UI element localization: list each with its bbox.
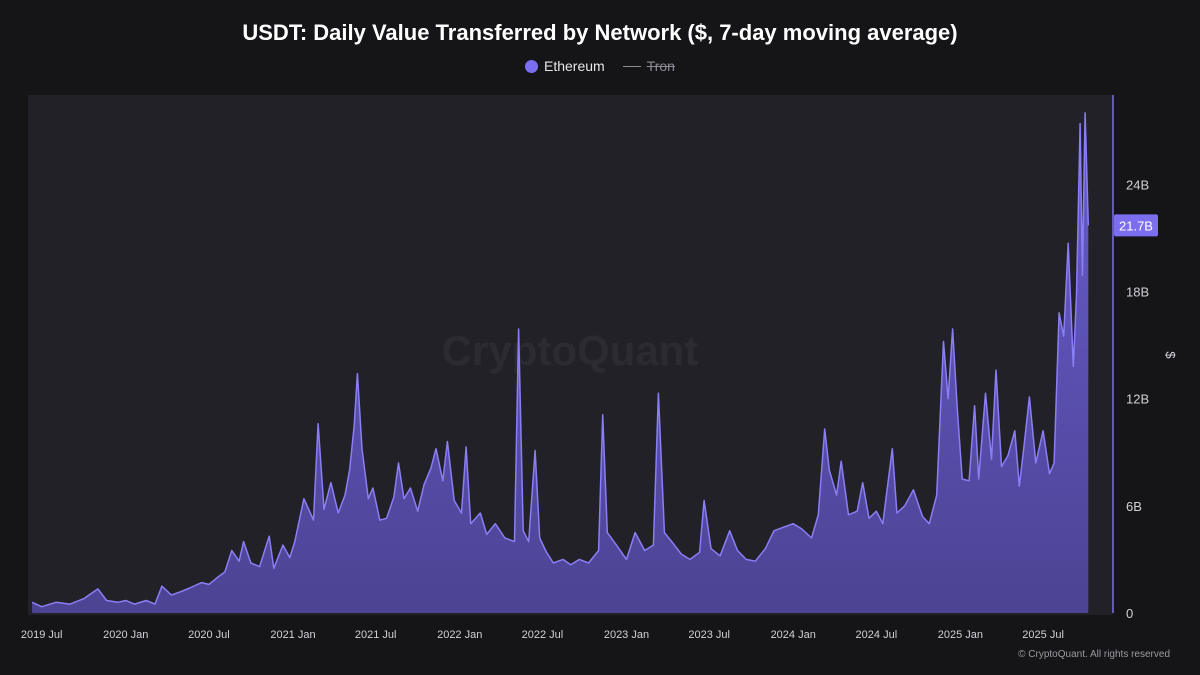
- last-value-badge-bg: [1114, 214, 1158, 237]
- copyright: © CryptoQuant. All rights reserved: [1018, 649, 1170, 660]
- y-tick-label: 12B: [1126, 392, 1149, 407]
- last-value-badge: 21.7B: [1114, 214, 1158, 237]
- y-tick-label: 18B: [1126, 284, 1149, 299]
- watermark: CryptoQuant: [442, 327, 699, 374]
- x-tick-label: 2023 Jan: [604, 629, 649, 641]
- x-tick-label: 2024 Jan: [771, 629, 816, 641]
- x-tick-label: 2023 Jul: [688, 629, 730, 641]
- x-tick-label: 2021 Jul: [355, 629, 397, 641]
- x-axis: 2019 Jul 2020 Jan 2020 Jul 2021 Jan 2021 Jul…: [21, 629, 1064, 641]
- x-tick-label: 2024 Jul: [856, 629, 898, 641]
- x-tick-label: 2025 Jul: [1022, 629, 1064, 641]
- x-tick-label: 2020 Jul: [188, 629, 230, 641]
- legend-label-tron: Tron: [646, 58, 675, 74]
- y-axis-label: $: [1163, 351, 1178, 359]
- x-tick-label: 2025 Jan: [938, 629, 983, 641]
- last-value-badge-text: 21.7B: [1119, 218, 1153, 233]
- ethereum-area: [32, 112, 1089, 614]
- y-tick-label: 6B: [1126, 499, 1142, 514]
- legend-item-tron[interactable]: Tron: [622, 58, 675, 74]
- ethereum-line: [31, 112, 1090, 608]
- legend-item-ethereum[interactable]: Ethereum: [525, 58, 605, 74]
- x-tick-label: 2019 Jul: [21, 629, 63, 641]
- x-tick-label: 2022 Jul: [522, 629, 564, 641]
- y-axis: 0 6B 12B 18B 24B: [1126, 177, 1149, 621]
- y-tick-label: 0: [1126, 606, 1133, 621]
- area-layer: [31, 95, 1114, 614]
- chart-title: USDT: Daily Value Transferred by Network…: [242, 20, 958, 45]
- ethereum-dot-icon: [525, 59, 538, 73]
- tron-line-icon: [622, 65, 641, 67]
- x-tick-label: 2020 Jan: [103, 629, 148, 641]
- legend: Ethereum Tron: [0, 58, 1200, 74]
- y-tick-label: 24B: [1126, 177, 1149, 192]
- x-tick-label: 2022 Jan: [437, 629, 482, 641]
- legend-label-ethereum: Ethereum: [544, 58, 605, 74]
- x-tick-label: 2021 Jan: [270, 629, 315, 641]
